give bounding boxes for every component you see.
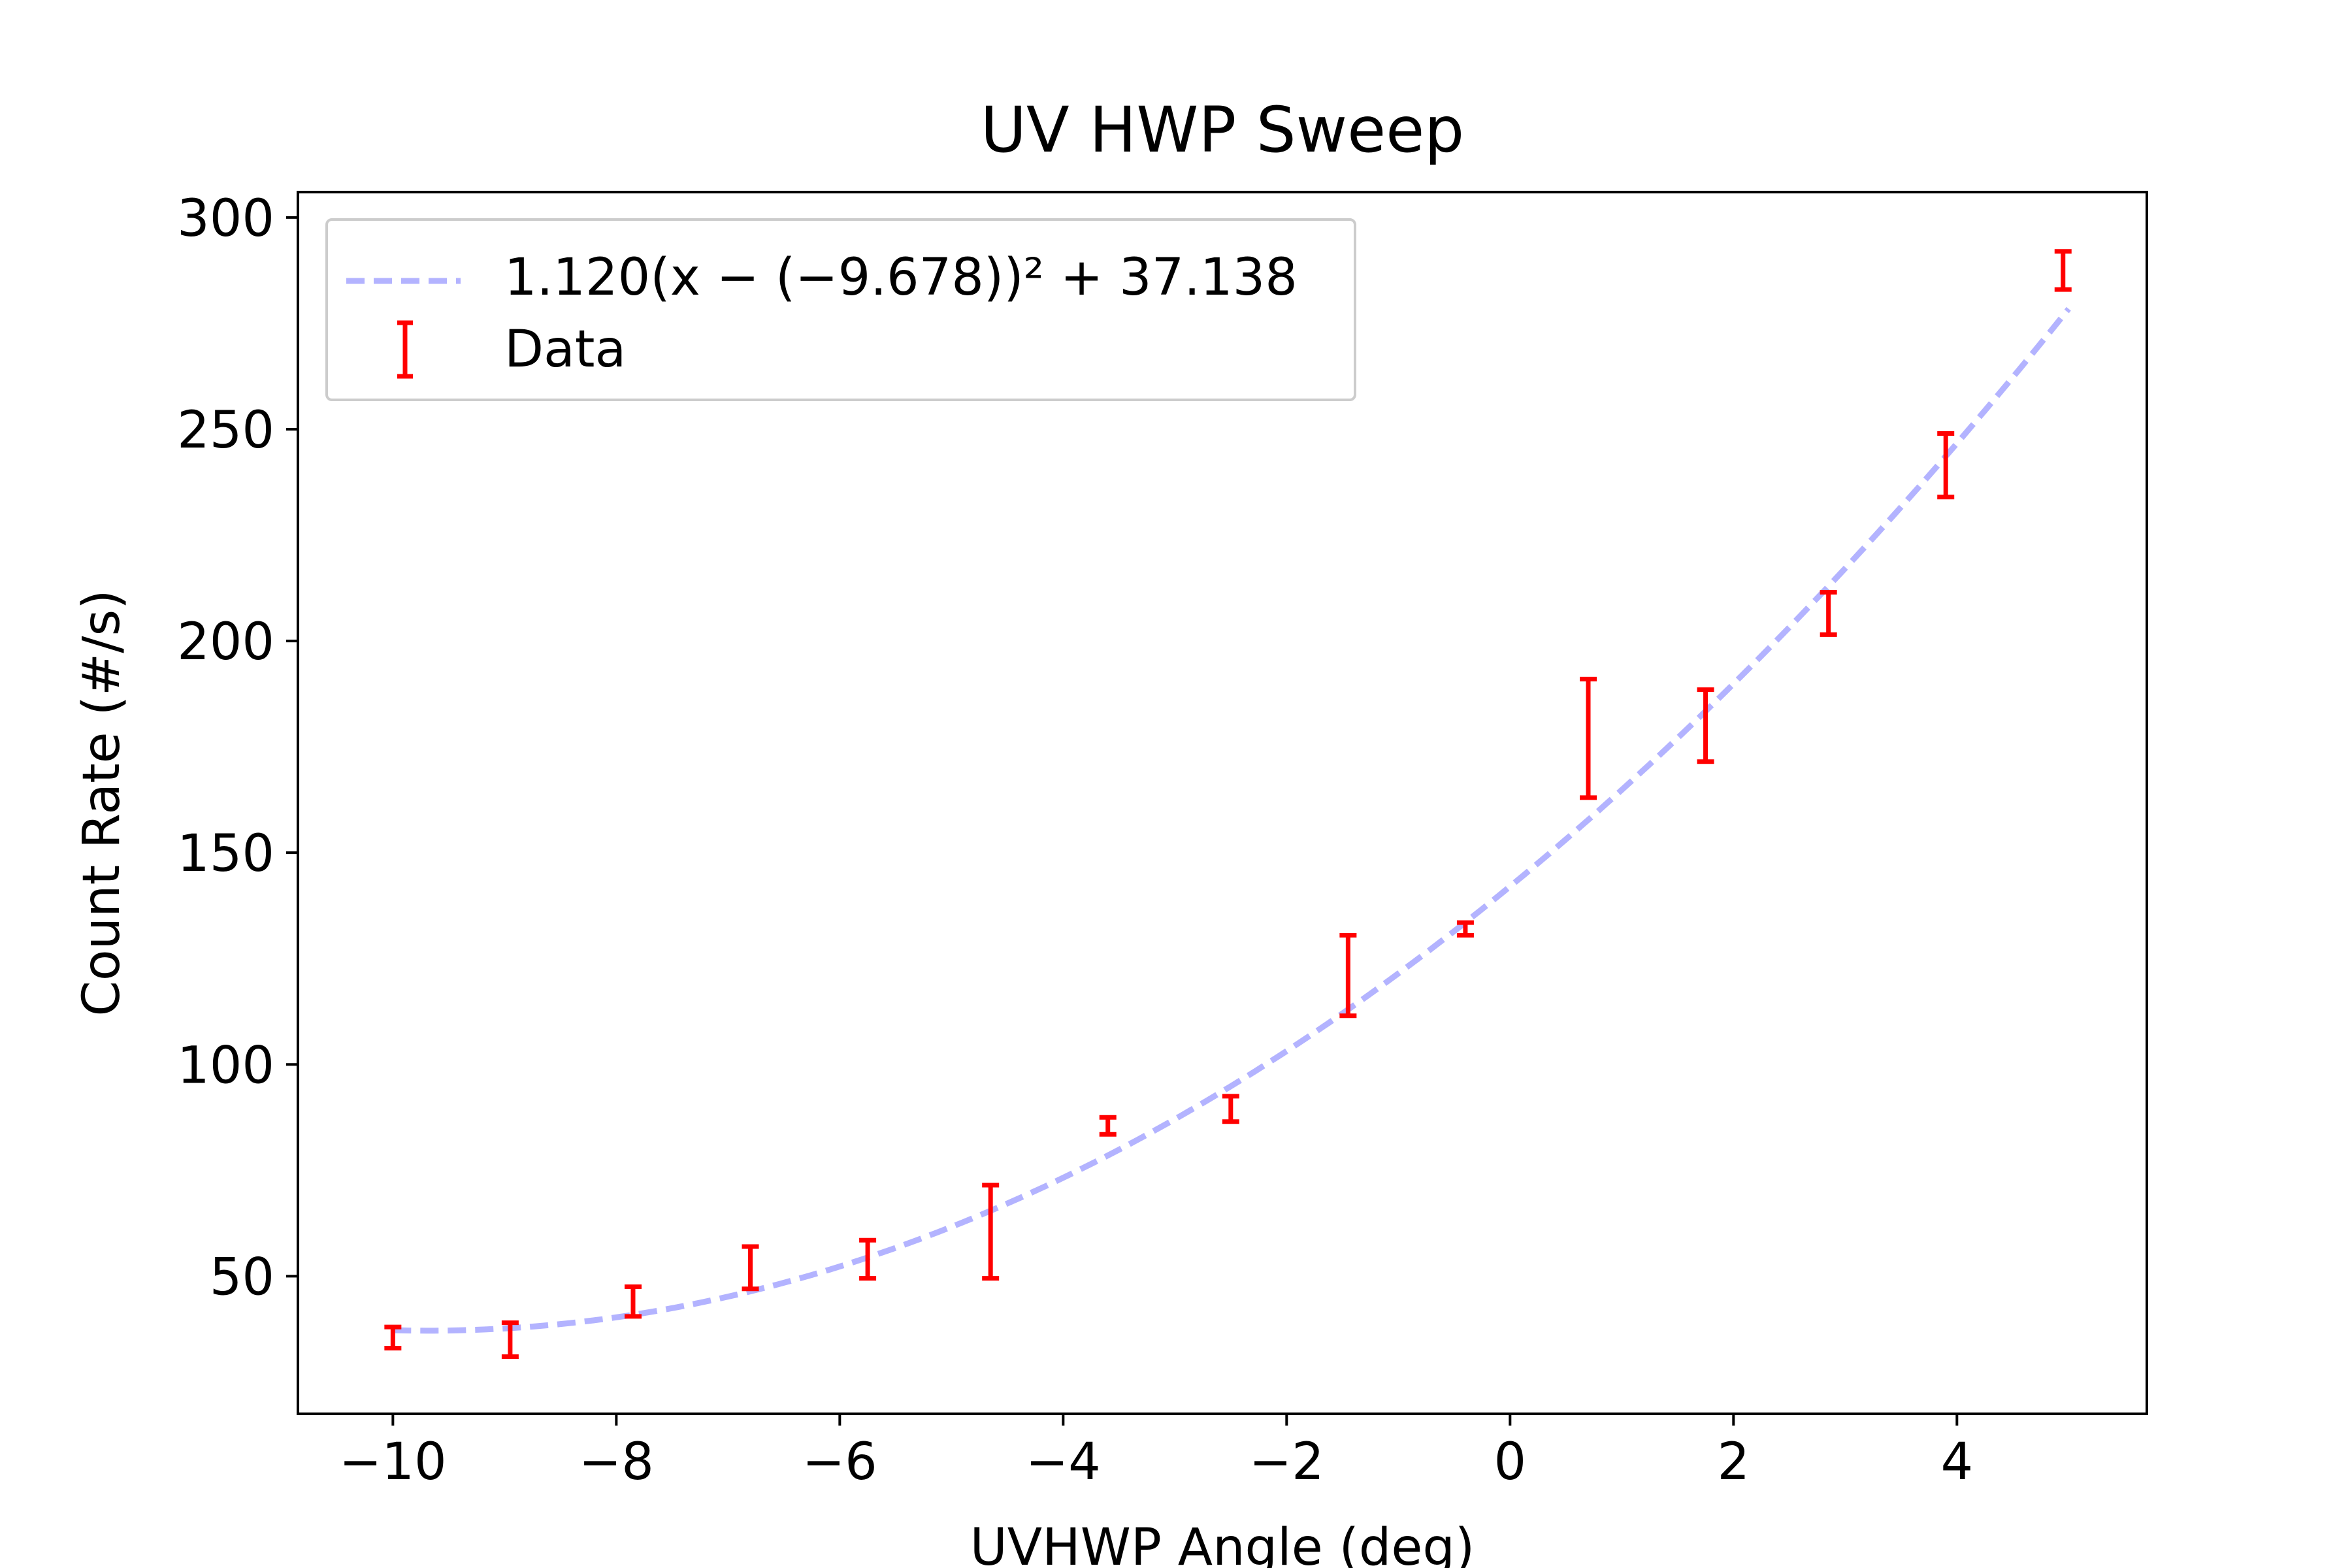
fit-curve [393, 306, 2071, 1334]
x-tick-label: 2 [1717, 1433, 1750, 1492]
error-bar [982, 1183, 1000, 1281]
legend: 1.120(x − (−9.678))² + 37.138 Data [325, 218, 1356, 401]
plot-marks [384, 249, 2072, 1359]
error-bar [1456, 920, 1474, 938]
y-axis-label: Count Rate (#/s) [73, 589, 131, 1016]
x-tick-label: −2 [1249, 1433, 1324, 1492]
error-bar [624, 1284, 642, 1319]
legend-fit-swatch [346, 278, 461, 284]
error-bar [1222, 1094, 1239, 1124]
error-bar [501, 1320, 519, 1359]
y-tick-label: 50 [210, 1248, 274, 1307]
x-tick-label: 0 [1494, 1433, 1526, 1492]
x-axis-label: UVHWP Angle (deg) [970, 1518, 1475, 1568]
error-bar [1937, 431, 1955, 500]
chart-title: UV HWP Sweep [981, 93, 1464, 167]
x-tick-label: −10 [339, 1433, 447, 1492]
error-bar [2054, 249, 2072, 292]
error-bar [1099, 1115, 1117, 1137]
y-tick-label: 200 [177, 613, 274, 672]
y-axis-ticks: 50 100 150 200 250 300 [177, 189, 298, 1307]
y-tick-label: 100 [177, 1036, 274, 1095]
plot-frame [297, 191, 2148, 1415]
legend-data-label: Data [504, 320, 627, 379]
y-tick-label: 300 [177, 189, 274, 248]
error-bar [1580, 676, 1597, 800]
error-bar [859, 1237, 877, 1281]
legend-item-data: Data [328, 320, 1354, 385]
legend-data-swatch [397, 320, 413, 379]
x-tick-label: −4 [1026, 1433, 1101, 1492]
legend-item-fit: 1.120(x − (−9.678))² + 37.138 [328, 248, 1354, 314]
error-bar [742, 1244, 759, 1292]
y-tick-label: 250 [177, 401, 274, 460]
error-bar [1339, 933, 1357, 1019]
x-axis-ticks: −10 −8 −6 −4 −2 0 2 4 [339, 1414, 1973, 1492]
error-bar [1697, 687, 1714, 764]
legend-fit-label: 1.120(x − (−9.678))² + 37.138 [504, 248, 1298, 307]
x-tick-label: −6 [802, 1433, 877, 1492]
x-tick-label: 4 [1940, 1433, 1973, 1492]
y-tick-label: 150 [177, 825, 274, 883]
error-bar [384, 1324, 402, 1351]
error-bar [1820, 590, 1837, 637]
x-tick-label: −8 [579, 1433, 654, 1492]
